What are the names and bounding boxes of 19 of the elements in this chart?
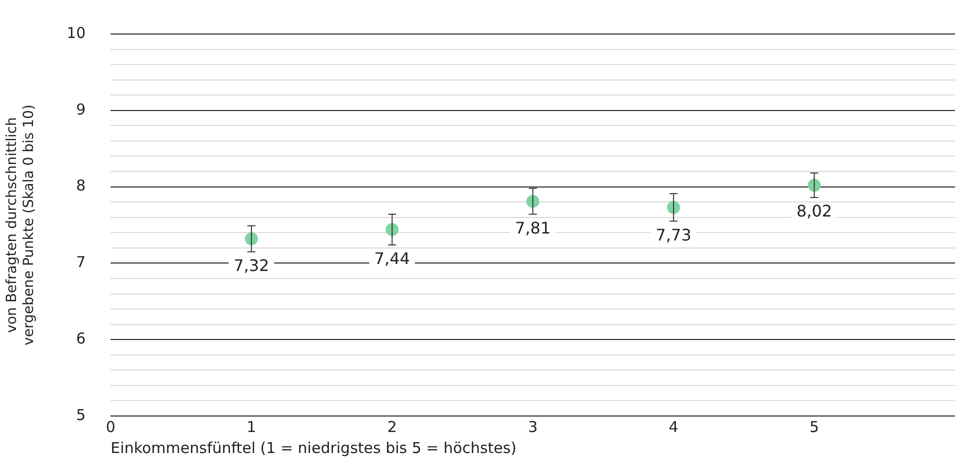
- y-tick-label: 8: [76, 176, 86, 195]
- y-tick-label: 6: [76, 329, 86, 348]
- y-tick-label: 10: [66, 24, 86, 42]
- data-label: 7,73: [656, 225, 692, 244]
- x-tick-label: 2: [387, 418, 397, 436]
- y-tick-label: 5: [76, 406, 86, 424]
- x-axis-title: Einkommensfünftel (1 = niedrigstes bis 5 = höchstes): [110, 438, 517, 457]
- x-tick-label: 5: [810, 418, 820, 436]
- data-label: 8,02: [796, 202, 832, 221]
- y-tick-label: 7: [76, 253, 86, 272]
- data-label: 7,32: [234, 256, 270, 275]
- y-axis-title: von Befragten durchschnittlich vergebene Punkte (Skala 0 bis 10): [4, 104, 37, 346]
- data-label: 7,81: [515, 218, 551, 238]
- data-label: 7,44: [374, 249, 410, 268]
- x-tick-label: 4: [668, 418, 678, 436]
- y-tick-label: 9: [76, 100, 86, 118]
- x-tick-label: 0: [106, 418, 116, 436]
- x-tick-label: 1: [246, 418, 256, 436]
- x-tick-label: 3: [528, 418, 538, 436]
